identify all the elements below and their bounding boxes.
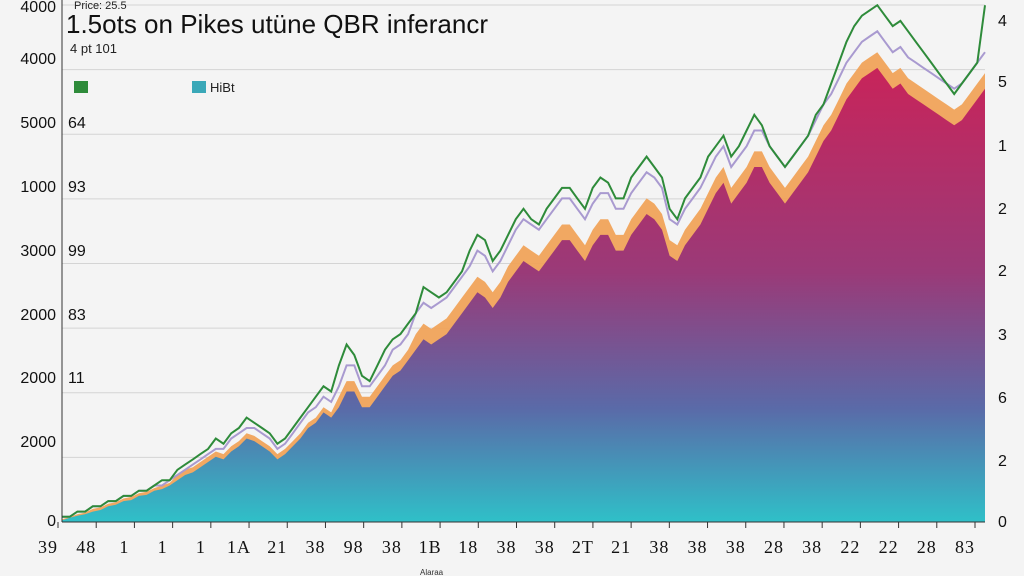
- x-tick-8: 98: [344, 537, 364, 557]
- x-tick-1: 48: [76, 537, 96, 557]
- x-tick-10: 1B: [419, 537, 442, 557]
- area-hibt: [62, 67, 985, 523]
- left-tick-7: 2000: [20, 434, 56, 451]
- left-tick-labels: 4000 4000 5000 1000 3000 2000 2000 2000 0: [20, 0, 56, 530]
- legend-label-hibt: HiBt: [210, 80, 235, 95]
- right-tick-1: 5: [998, 74, 1007, 91]
- x-tick-16: 38: [649, 537, 669, 557]
- x-tick-24: 83: [955, 537, 975, 557]
- left-tick-0: 4000: [20, 0, 56, 16]
- left-tick-1: 4000: [20, 51, 56, 68]
- inner-tick-4: 11: [68, 370, 85, 387]
- chart-title: 1.5ots on Pikes utüne QBR inferancr: [66, 9, 488, 39]
- x-tick-6: 21: [267, 537, 287, 557]
- right-tick-3: 2: [998, 201, 1007, 218]
- inner-tick-3: 83: [68, 307, 86, 324]
- x-tick-21: 22: [840, 537, 860, 557]
- x-tick-5: 1A: [227, 537, 251, 557]
- x-tick-15: 21: [611, 537, 631, 557]
- chart-subtitle: 4 pt 101: [70, 41, 117, 56]
- x-tick-23: 28: [917, 537, 937, 557]
- x-tick-7: 38: [305, 537, 325, 557]
- inner-tick-2: 99: [68, 243, 86, 260]
- right-tick-0: 4: [998, 13, 1007, 30]
- right-tick-4: 2: [998, 263, 1007, 280]
- line-green: [62, 3, 986, 518]
- inner-tick-1: 93: [68, 179, 86, 196]
- x-tick-12: 38: [497, 537, 517, 557]
- x-axis-label: Alaraa: [420, 568, 444, 576]
- left-tick-2: 5000: [20, 115, 56, 132]
- inner-tick-0: 64: [68, 115, 86, 132]
- right-tick-7: 2: [998, 453, 1007, 470]
- left-tick-5: 2000: [20, 307, 56, 324]
- right-tick-5: 3: [998, 327, 1007, 344]
- price-note: Price: 25.5: [74, 0, 127, 12]
- x-tick-20: 38: [802, 537, 822, 557]
- left-tick-3: 1000: [20, 179, 56, 196]
- area-series: [62, 52, 985, 523]
- x-tick-labels: 39 48 1 1 1 1A 21 38 98 38 1B 18 38 38 2T 21 38 38 38 28 38 2…: [38, 522, 976, 557]
- x-tick-13: 38: [535, 537, 555, 557]
- x-tick-17: 38: [688, 537, 708, 557]
- line-series: [62, 3, 986, 518]
- x-tick-4: 1: [196, 537, 206, 557]
- legend: HiBt: [74, 80, 235, 95]
- left-tick-6: 2000: [20, 370, 56, 387]
- x-tick-0: 39: [38, 537, 58, 557]
- x-tick-18: 38: [726, 537, 746, 557]
- left-tick-8: 0: [47, 513, 56, 530]
- x-tick-19: 28: [764, 537, 784, 557]
- x-tick-3: 1: [158, 537, 168, 557]
- x-tick-11: 18: [458, 537, 478, 557]
- right-tick-2: 1: [998, 138, 1007, 155]
- right-tick-labels: 4 5 1 2 2 3 6 2 0: [998, 13, 1007, 531]
- x-tick-9: 38: [382, 537, 402, 557]
- right-tick-6: 6: [998, 390, 1007, 407]
- x-tick-22: 22: [879, 537, 899, 557]
- inner-tick-labels: 64 93 99 83 11: [68, 115, 86, 387]
- x-tick-2: 1: [119, 537, 129, 557]
- left-tick-4: 3000: [20, 243, 56, 260]
- legend-swatch-green: [74, 81, 88, 93]
- legend-swatch-teal: [192, 81, 206, 93]
- right-tick-8: 0: [998, 514, 1007, 531]
- line-purple: [62, 29, 986, 518]
- x-tick-14: 2T: [572, 537, 594, 557]
